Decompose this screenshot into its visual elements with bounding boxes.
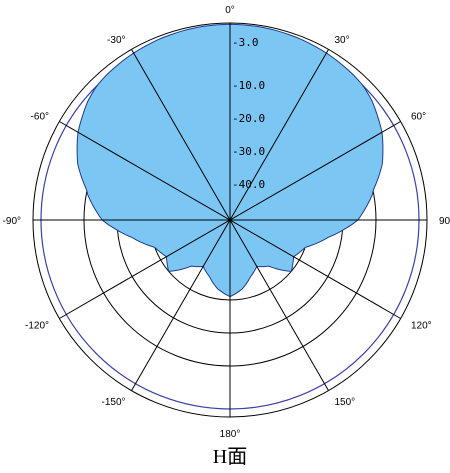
chart-caption: H面: [213, 446, 247, 468]
angle-spokes: [33, 23, 427, 417]
ring-label: -20.0: [232, 112, 265, 125]
angle-label: -150°: [101, 397, 125, 408]
angle-label: 30°: [335, 35, 350, 46]
ring-label: -10.0: [232, 79, 265, 92]
angle-label: -90°: [3, 216, 21, 227]
ring-label: -30.0: [232, 145, 265, 158]
angle-label: -30°: [107, 35, 125, 46]
angle-label: 90°: [439, 216, 450, 227]
angle-label: -120°: [25, 321, 49, 332]
angle-label: 180°: [220, 429, 241, 440]
spoke-150: [131, 49, 329, 391]
angle-labels: 0° 30° 60° 90° 120° 150° 180° -150° -120° -90° -60…: [3, 5, 450, 440]
ring-label: -3.0: [232, 36, 259, 49]
angle-label: 150°: [335, 397, 356, 408]
angle-label: 120°: [411, 321, 432, 332]
angle-label: 60°: [411, 112, 426, 123]
angle-label: -60°: [31, 112, 49, 123]
angle-label: 0°: [225, 5, 235, 16]
ring-labels: -3.0 -10.0 -20.0 -30.0 -40.0: [232, 36, 265, 191]
ring-label: -40.0: [232, 178, 265, 191]
